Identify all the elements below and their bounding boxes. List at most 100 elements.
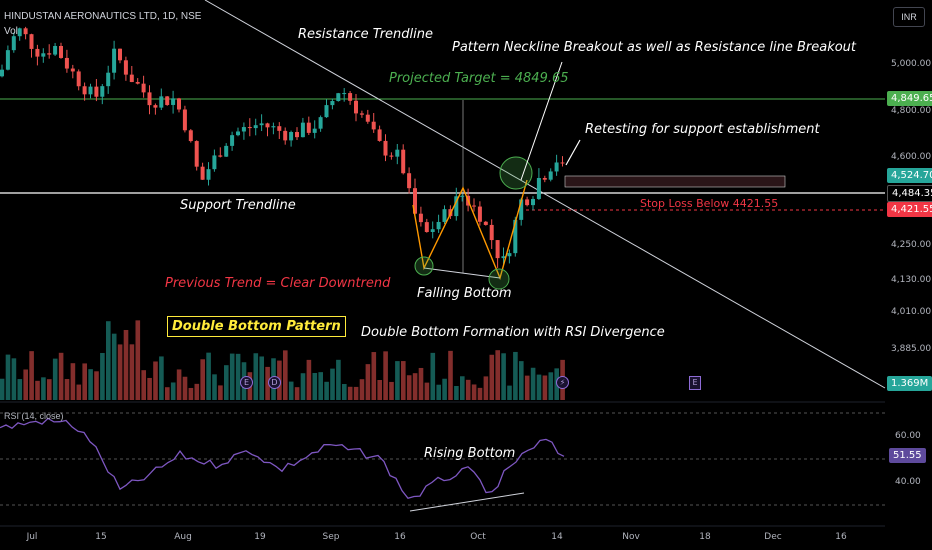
candle-body xyxy=(407,173,412,189)
candle-body xyxy=(413,188,417,214)
volume-bar xyxy=(64,379,70,400)
candle-body xyxy=(560,162,565,164)
price-tick-label: 4,800.00 xyxy=(891,106,932,116)
volume-bar xyxy=(82,363,87,400)
currency-button[interactable]: INR xyxy=(893,7,925,27)
split-event-icon[interactable]: ⚡ xyxy=(556,376,569,389)
price-tick-label: 4,130.00 xyxy=(891,275,932,285)
support-trendline-note: Support Trendline xyxy=(180,198,296,213)
volume-bar xyxy=(0,378,5,400)
volume-bar xyxy=(147,377,152,400)
candle-body xyxy=(430,229,435,233)
volume-bar xyxy=(495,350,500,400)
volume-bar xyxy=(111,333,117,400)
candle-body xyxy=(70,68,75,72)
volume-bar xyxy=(507,385,512,400)
candle-body xyxy=(324,105,329,118)
earnings-event-icon[interactable]: E xyxy=(240,376,253,389)
candle-body xyxy=(365,114,370,122)
volume-bar xyxy=(294,387,300,400)
candle-body xyxy=(418,213,423,223)
volume-bar xyxy=(489,354,495,400)
candle-body xyxy=(129,74,134,83)
volume-bar xyxy=(424,382,430,400)
volume-bar xyxy=(324,381,329,400)
formation-note: Double Bottom Formation with RSI Diverge… xyxy=(361,325,665,340)
candle-body xyxy=(371,121,376,130)
candle-body xyxy=(106,72,111,87)
volume-bar xyxy=(418,367,424,400)
volume-bar xyxy=(165,387,170,400)
price-tick-label: 4,600.00 xyxy=(891,152,932,162)
volume-bar xyxy=(212,374,217,400)
candle-body xyxy=(230,135,235,146)
volume-bar xyxy=(401,361,406,400)
candle-body xyxy=(348,93,353,101)
volume-bar xyxy=(477,387,483,400)
volume-bar xyxy=(371,352,377,400)
volume-bar xyxy=(106,321,111,400)
candle-body xyxy=(489,224,494,241)
volume-bar xyxy=(135,320,141,400)
candle-body xyxy=(401,149,406,174)
earnings-upcoming-icon[interactable]: E xyxy=(689,376,701,390)
candle-body xyxy=(112,48,117,73)
candle-body xyxy=(76,71,81,87)
volume-bar xyxy=(330,368,335,400)
candle-body xyxy=(29,34,34,49)
volume-bar xyxy=(395,361,400,400)
candle-body xyxy=(318,117,323,129)
volume-bar xyxy=(465,379,471,400)
volume-bar xyxy=(318,372,323,400)
price-marker-badge: 4,421.55 xyxy=(887,202,932,217)
time-tick-label: 19 xyxy=(254,532,266,542)
candle-body xyxy=(483,221,488,225)
candle-body xyxy=(436,221,441,230)
second-bottom-circle xyxy=(488,268,510,290)
resistance-trendline xyxy=(204,0,886,389)
volume-bar xyxy=(100,352,105,400)
candle-body xyxy=(177,98,181,110)
volume-bar xyxy=(29,351,34,400)
volume-bar xyxy=(448,350,453,400)
volume-bar xyxy=(359,379,365,400)
volume-bar xyxy=(383,351,388,400)
candle-body xyxy=(460,195,465,197)
volume-bar xyxy=(224,365,229,400)
candle-body xyxy=(88,86,93,95)
candle-body xyxy=(100,86,105,97)
candle-body xyxy=(507,253,512,257)
volume-bar xyxy=(123,329,129,400)
rsi-tick-40: 40.00 xyxy=(895,477,921,487)
retest-arrow xyxy=(565,139,581,166)
volume-bar xyxy=(342,384,347,400)
candle-body xyxy=(135,82,140,84)
candle-body xyxy=(206,169,211,180)
volume-bar xyxy=(17,379,23,400)
candle-body xyxy=(259,123,264,126)
candle-body xyxy=(277,126,282,131)
candle-body xyxy=(35,48,40,57)
candle-body xyxy=(5,50,10,70)
candle-body xyxy=(247,127,252,129)
falling-bottom-note: Falling Bottom xyxy=(417,286,512,301)
dividend-event-icon[interactable]: D xyxy=(268,376,281,389)
projected-target-note: Projected Target = 4849.65 xyxy=(389,71,569,86)
candle-body xyxy=(153,105,158,108)
candle-body xyxy=(82,86,87,95)
volume-bar xyxy=(265,366,270,400)
time-tick-label: Jul xyxy=(26,532,38,542)
candle-body xyxy=(159,96,164,108)
price-tick-label: 3,885.00 xyxy=(891,344,932,354)
volume-label: Vol xyxy=(4,26,18,37)
volume-bar xyxy=(35,380,40,400)
candle-body xyxy=(300,122,305,138)
candle-body xyxy=(495,240,500,259)
pattern-zigzag xyxy=(412,179,528,281)
volume-bar xyxy=(159,356,164,400)
candle-body xyxy=(123,60,128,75)
candle-body xyxy=(171,98,176,105)
volume-bar xyxy=(76,384,82,400)
candle-body xyxy=(59,45,63,58)
